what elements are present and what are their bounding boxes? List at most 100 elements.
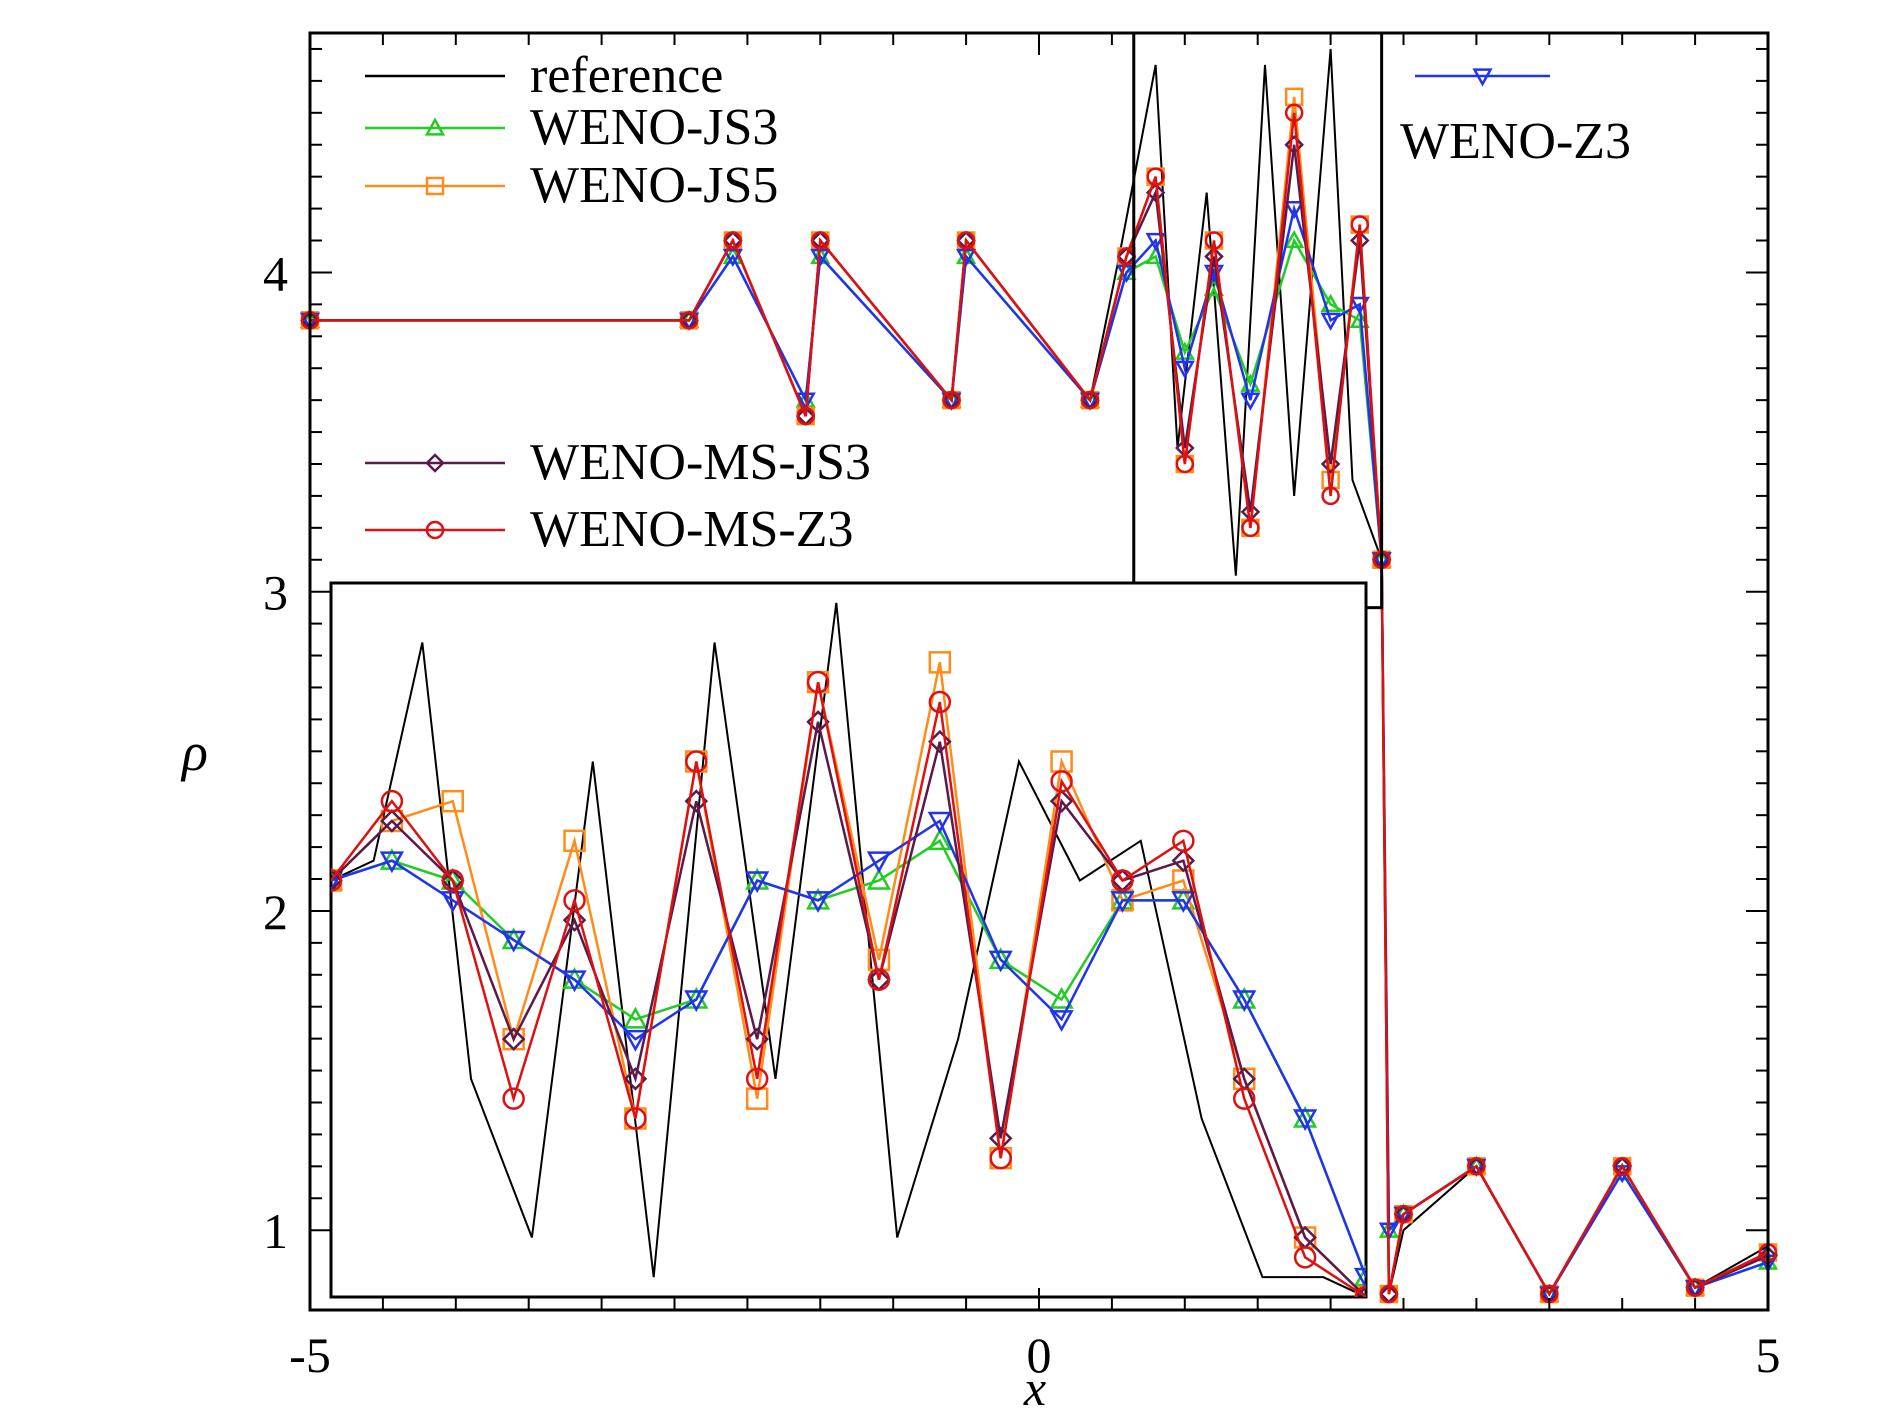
inset-data-point-marker <box>331 871 344 894</box>
data-point-marker <box>1284 134 1304 155</box>
inset-data-point-marker <box>928 651 952 674</box>
inset-data-point-marker <box>562 908 587 932</box>
y-tick-label: 1 <box>263 1203 288 1259</box>
data-point-marker <box>1204 231 1224 250</box>
data-point-marker <box>1321 486 1340 506</box>
inset-data-point-marker <box>1171 891 1196 913</box>
inset-data-point-marker <box>562 970 587 993</box>
inset-data-point-marker <box>502 1087 525 1110</box>
inset-data-point-marker <box>1293 1246 1317 1269</box>
data-point-marker <box>1240 392 1261 411</box>
y-axis-label: ρ <box>180 722 208 782</box>
data-point-marker <box>1204 246 1224 267</box>
data-point-marker <box>1349 309 1370 328</box>
inset-data-point-marker <box>380 789 404 813</box>
x-axis-label: x <box>1023 1360 1046 1415</box>
inset-data-point-marker <box>867 968 891 991</box>
inset-data-point-marker <box>928 690 952 714</box>
data-point-marker <box>1394 1204 1413 1224</box>
data-point-marker <box>795 392 816 411</box>
x-tick-label: 5 <box>1756 1327 1781 1383</box>
data-point-marker <box>1350 215 1370 234</box>
data-point-marker <box>1174 360 1195 379</box>
inset-data-point-marker <box>1171 848 1196 873</box>
inset-data-point-marker <box>928 729 952 754</box>
y-tick-label: 2 <box>263 884 288 940</box>
data-point-marker <box>1349 230 1370 251</box>
inset-series-line <box>331 662 1366 1297</box>
inset-data-point-marker <box>684 990 709 1013</box>
inset-data-point-marker <box>1050 770 1073 793</box>
data-point-marker <box>723 231 743 250</box>
x-tick-label: 0 <box>1027 1327 1052 1383</box>
legend-marker <box>425 453 445 473</box>
legend-entry-reference: reference <box>365 47 723 104</box>
legend-entry-weno-js5: WENO-JS5 <box>365 157 778 214</box>
axes: -5 0 5 1 2 3 4 x ρ <box>180 31 1781 1415</box>
inset-data-point-marker <box>805 891 831 913</box>
data-point-marker <box>1320 312 1341 331</box>
legend-marker <box>425 176 445 196</box>
inset-data-point-marker <box>380 809 404 833</box>
inset-data-point-marker <box>745 871 770 894</box>
data-point-marker <box>942 390 961 410</box>
legend-entry-weno-ms-js3: WENO-MS-JS3 <box>365 434 871 491</box>
x-tick-label: -5 <box>289 1327 331 1383</box>
data-point-marker <box>679 311 699 330</box>
inset-data-point-marker <box>379 851 405 874</box>
data-point-marker <box>796 406 815 426</box>
data-point-marker <box>1146 167 1165 186</box>
legend-label: WENO-JS3 <box>530 99 778 156</box>
legend-label: WENO-JS5 <box>530 157 778 214</box>
legend-marker <box>1472 68 1493 87</box>
inset-data-point-marker <box>331 869 343 892</box>
inset-data-point-marker <box>440 867 465 890</box>
legend-label: WENO-MS-JS3 <box>530 434 871 491</box>
inset-data-point-marker <box>501 930 526 953</box>
data-point-marker <box>1320 454 1341 474</box>
inset-data-point-marker <box>331 868 343 893</box>
inset-data-point-marker <box>988 950 1013 973</box>
inset-frame <box>329 581 1368 1299</box>
legend-label: reference <box>530 47 723 104</box>
inset-series-line <box>331 721 1366 1297</box>
inset-data-point-marker <box>623 1006 648 1029</box>
data-point-marker <box>1284 200 1305 220</box>
inset-data-point-marker <box>1353 1267 1366 1290</box>
inset-data-point-marker <box>927 811 952 834</box>
data-point-marker <box>1284 229 1305 249</box>
inset-data-point-marker <box>1111 869 1134 892</box>
inset-data-point-marker <box>685 750 708 773</box>
inset-data-point-marker <box>441 869 465 892</box>
y-tick-label: 4 <box>263 245 288 301</box>
data-point-marker <box>1241 518 1260 538</box>
inset-data-point-marker <box>563 829 586 853</box>
legend-label: WENO-Z3 <box>1400 113 1631 170</box>
data-point-marker <box>1685 1278 1705 1297</box>
legend-marker <box>424 117 446 136</box>
data-point-marker <box>1284 103 1304 123</box>
inset-series-weno-ms-z3 <box>331 670 1366 1297</box>
data-point-marker <box>956 231 976 250</box>
legend-entry-weno-js3: WENO-JS3 <box>365 99 778 156</box>
inset-data-point-marker <box>745 1067 769 1091</box>
inset-data-point-marker <box>563 889 586 912</box>
inset-series-reference <box>331 602 1366 1297</box>
series-line <box>310 112 1769 1297</box>
data-point-marker <box>1175 454 1195 474</box>
inset-data-point-marker <box>624 1107 647 1130</box>
legend-entry-weno-z3: WENO-Z3 <box>1400 68 1631 170</box>
inset-data-point-marker <box>1292 1109 1318 1132</box>
inset-data-point-marker <box>989 1146 1012 1170</box>
inset-data-point-marker <box>1049 986 1074 1009</box>
inset-plot-area <box>329 581 1368 1299</box>
inset-data-point-marker <box>1172 829 1195 853</box>
inset-data-point-marker <box>1049 789 1074 813</box>
data-point-marker <box>1080 390 1100 410</box>
inset-data-point-marker <box>927 828 952 851</box>
inset-series-weno-z3 <box>331 811 1366 1290</box>
inset-data-point-marker <box>623 1029 648 1052</box>
inset-data-point-marker <box>866 867 892 890</box>
